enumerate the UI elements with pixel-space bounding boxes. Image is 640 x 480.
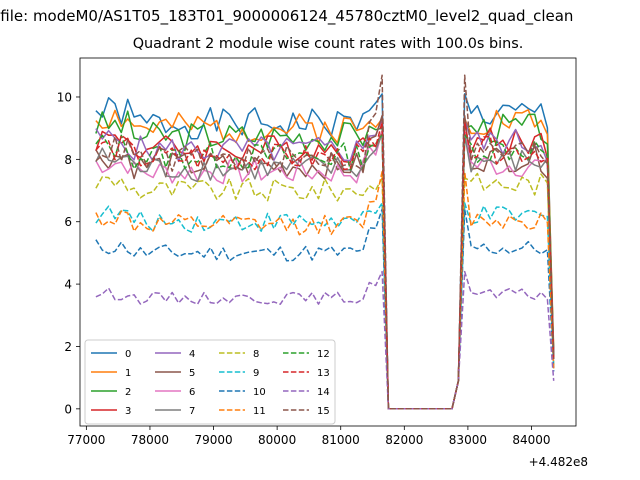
series-line-8	[95, 172, 555, 410]
series-line-10	[95, 208, 555, 410]
axes-frame	[79, 57, 577, 427]
series-line-11	[95, 171, 555, 410]
x-tick-label: 79000	[194, 433, 232, 447]
legend-label: 2	[125, 387, 131, 398]
legend-label: 10	[253, 387, 266, 398]
legend-label: 8	[253, 349, 259, 360]
chart-title: Quadrant 2 module wise count rates with …	[132, 36, 524, 52]
y-tick-label: 0	[64, 402, 72, 416]
series-lines	[95, 74, 555, 410]
x-tick-label: 82000	[385, 433, 423, 447]
series-line-13	[95, 121, 555, 410]
legend-label: 5	[189, 368, 195, 379]
x-tick-label: 81000	[322, 433, 360, 447]
series-line-6	[95, 130, 555, 410]
x-axis: 77000 78000 79000 80000 81000 82000 83000 84000	[67, 426, 551, 447]
legend-label: 13	[317, 368, 330, 379]
y-tick-label: 6	[64, 215, 72, 229]
series-line-5	[95, 114, 555, 410]
x-tick-label: 80000	[258, 433, 296, 447]
legend-label: 14	[317, 387, 330, 398]
y-tick-label: 2	[64, 340, 72, 354]
x-tick-label: 84000	[512, 433, 550, 447]
y-tick-label: 4	[64, 278, 72, 292]
legend-label: 0	[125, 349, 131, 360]
series-line-9	[95, 202, 555, 410]
legend-box	[84, 339, 336, 425]
series-line-14	[95, 270, 555, 410]
legend-label: 1	[125, 368, 131, 379]
series-line-15	[95, 74, 555, 410]
y-axis: 0 2 4 6 8 10	[57, 90, 80, 416]
legend-label: 15	[317, 406, 330, 417]
legend-label: 12	[317, 349, 330, 360]
x-tick-label: 78000	[131, 433, 169, 447]
legend-label: 6	[189, 387, 195, 398]
legend-label: 3	[125, 406, 131, 417]
y-tick-label: 8	[64, 153, 72, 167]
figure-suptitle: n file: modeM0/AS1T05_183T01_9000006124_…	[0, 7, 574, 25]
series-line-4	[95, 118, 555, 410]
y-tick-label: 10	[57, 90, 72, 104]
x-axis-offset-label: +4.482e8	[529, 455, 588, 469]
legend-label: 11	[253, 406, 266, 417]
x-tick-label: 77000	[67, 433, 105, 447]
legend-label: 7	[189, 406, 195, 417]
legend-label: 9	[253, 368, 259, 379]
x-tick-label: 83000	[449, 433, 487, 447]
legend-label: 4	[189, 349, 195, 360]
